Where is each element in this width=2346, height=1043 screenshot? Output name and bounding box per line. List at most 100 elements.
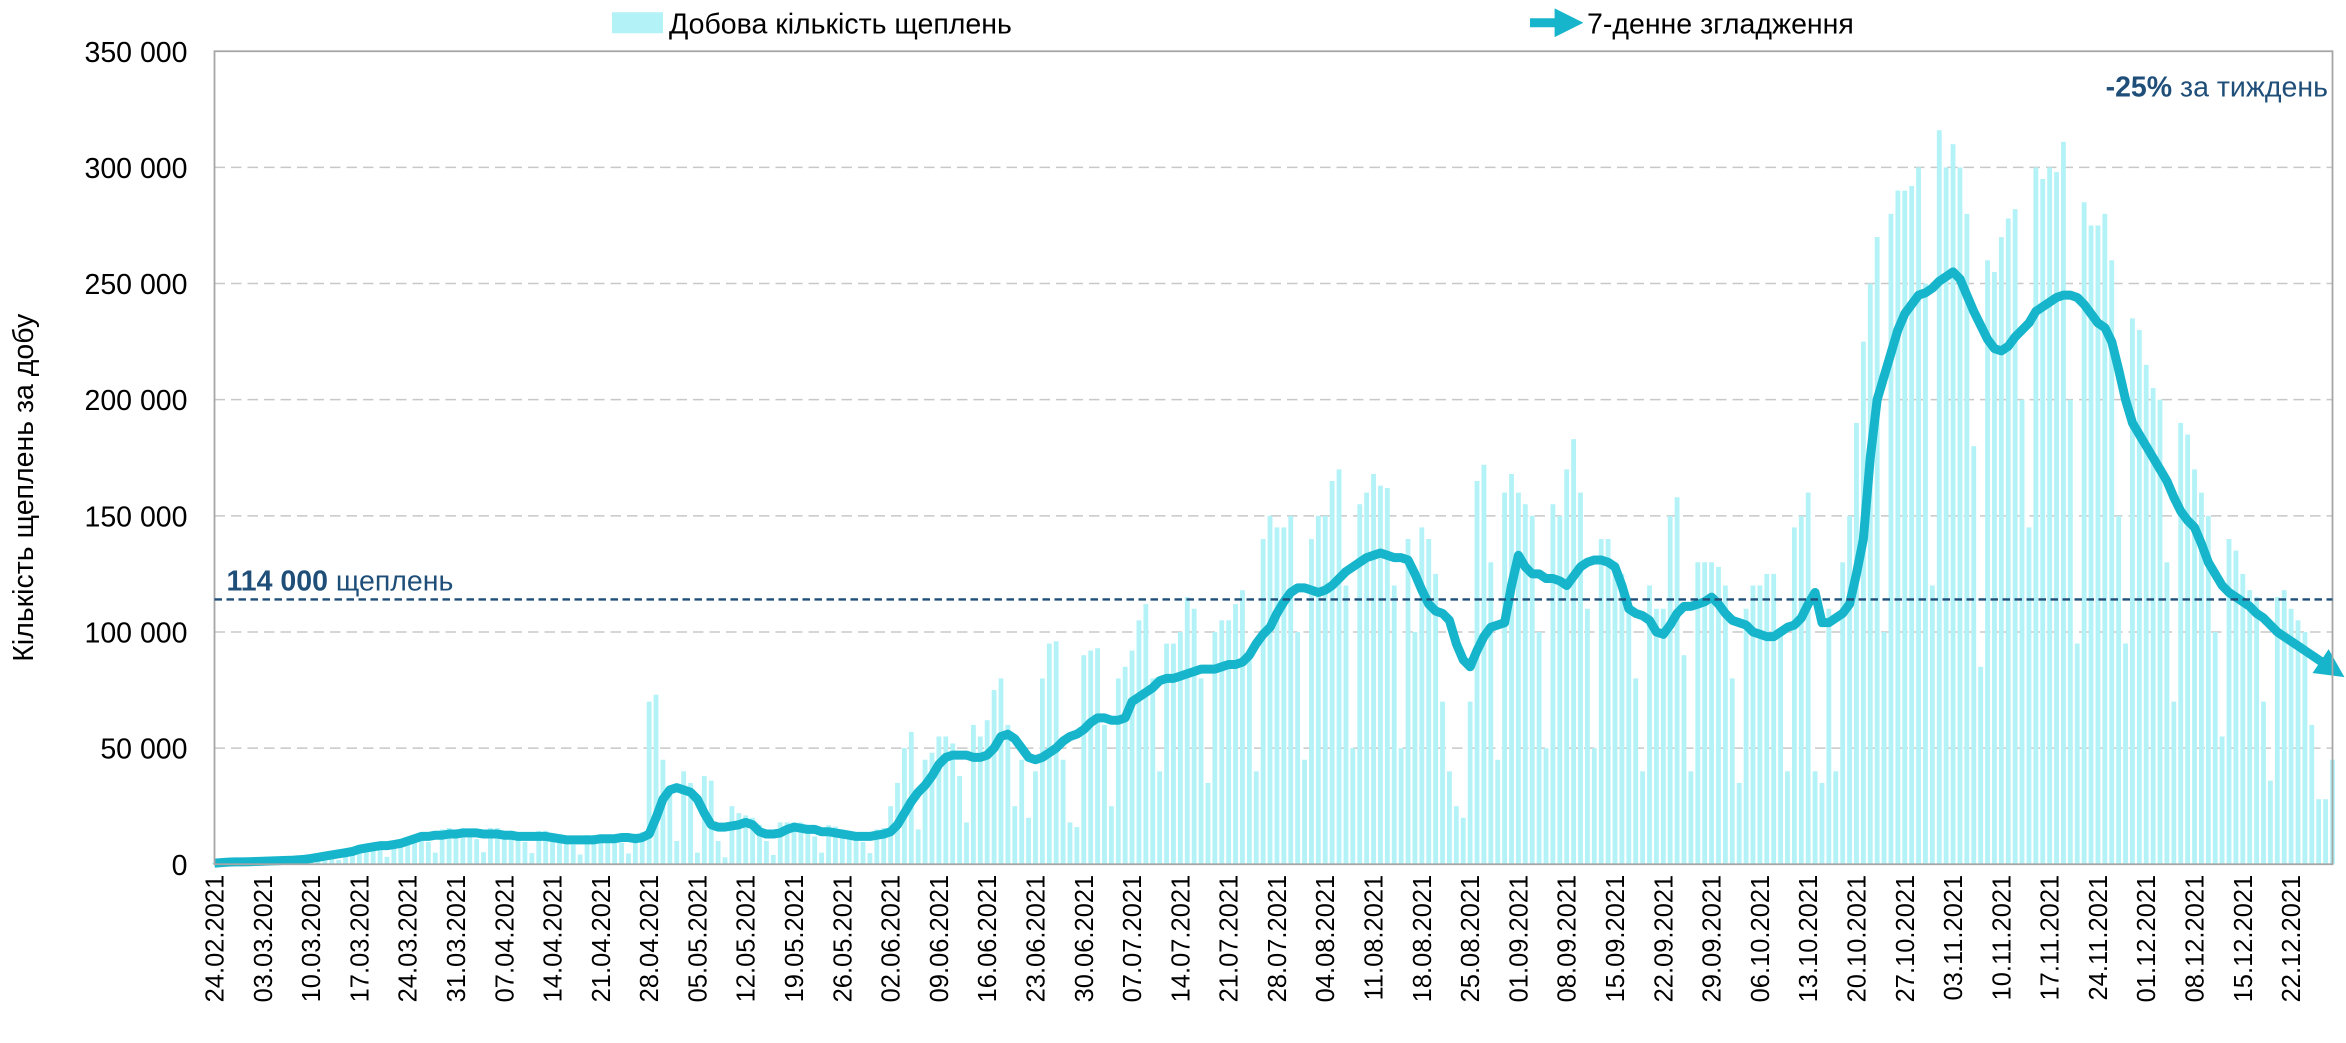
bar bbox=[1909, 185, 1915, 865]
bar bbox=[1522, 504, 1528, 865]
bar bbox=[1812, 771, 1818, 865]
bar bbox=[2150, 388, 2156, 865]
bar bbox=[577, 854, 583, 865]
bar bbox=[729, 806, 735, 865]
bar bbox=[653, 694, 659, 865]
bar bbox=[977, 736, 983, 865]
bar bbox=[1426, 539, 1432, 865]
x-tick-label: 13.10.2021 bbox=[1795, 875, 1823, 1003]
annotation-text: за тиждень bbox=[2180, 71, 2328, 103]
bar bbox=[1419, 527, 1425, 865]
x-tick-label: 07.07.2021 bbox=[1119, 875, 1147, 1003]
bar bbox=[543, 830, 549, 865]
bar bbox=[1771, 573, 1777, 865]
bar bbox=[570, 844, 576, 865]
bar bbox=[391, 840, 397, 865]
bar bbox=[536, 830, 542, 865]
bar bbox=[964, 822, 969, 865]
x-tick-label: 22.09.2021 bbox=[1650, 875, 1678, 1003]
bar bbox=[1743, 608, 1749, 865]
bar bbox=[715, 841, 721, 865]
bar bbox=[2268, 780, 2273, 865]
bar bbox=[1412, 631, 1418, 865]
bar bbox=[2005, 218, 2011, 865]
bar bbox=[515, 833, 521, 865]
bar bbox=[1129, 650, 1135, 865]
y-tick-label: 300 000 bbox=[84, 153, 187, 185]
bar bbox=[1460, 817, 1466, 865]
bar bbox=[950, 743, 956, 865]
bar bbox=[2136, 329, 2142, 865]
bar bbox=[957, 775, 962, 865]
bar bbox=[494, 828, 500, 865]
bar bbox=[467, 829, 473, 865]
bar bbox=[1923, 283, 1928, 865]
bar bbox=[2199, 492, 2204, 865]
bar bbox=[867, 853, 873, 865]
bar bbox=[1709, 562, 1714, 865]
bar bbox=[1274, 527, 1280, 865]
bar bbox=[970, 724, 976, 865]
x-tick-label: 21.04.2021 bbox=[588, 875, 616, 1003]
x-tick-label: 03.03.2021 bbox=[250, 875, 278, 1003]
x-tick-label: 14.04.2021 bbox=[540, 875, 568, 1003]
bar bbox=[1019, 759, 1025, 865]
bar bbox=[1985, 260, 1990, 865]
bar bbox=[1902, 190, 1908, 865]
bar bbox=[1033, 771, 1038, 865]
bar bbox=[1688, 771, 1694, 865]
bar bbox=[1122, 666, 1128, 865]
x-tick-label: 02.06.2021 bbox=[878, 875, 906, 1003]
bar bbox=[1171, 643, 1176, 865]
bar bbox=[1840, 562, 1846, 865]
bar bbox=[2254, 597, 2260, 865]
bar bbox=[1095, 648, 1100, 865]
x-tick-label: 23.06.2021 bbox=[1022, 875, 1050, 1003]
bar bbox=[2033, 167, 2039, 865]
bar bbox=[419, 833, 424, 865]
bar bbox=[2192, 469, 2197, 865]
bar bbox=[1722, 585, 1728, 865]
bar bbox=[1557, 515, 1563, 865]
bar bbox=[2226, 539, 2232, 865]
x-tick-label: 24.11.2021 bbox=[2085, 875, 2113, 1001]
bar bbox=[350, 848, 355, 865]
bar bbox=[839, 829, 845, 865]
bar bbox=[405, 837, 411, 865]
bar bbox=[757, 824, 762, 865]
bar bbox=[1398, 748, 1404, 865]
bar bbox=[2178, 422, 2184, 865]
annotation: -25% за тиждень bbox=[2106, 71, 2328, 103]
x-tick-label: 26.05.2021 bbox=[829, 875, 857, 1003]
bar bbox=[826, 825, 831, 865]
bar bbox=[722, 857, 728, 865]
x-tick-label: 17.03.2021 bbox=[346, 875, 374, 1003]
bar bbox=[2054, 172, 2059, 865]
bar bbox=[1847, 515, 1852, 865]
bar bbox=[1867, 283, 1873, 865]
bar bbox=[646, 701, 652, 865]
bar bbox=[1433, 573, 1439, 865]
bar bbox=[1378, 485, 1383, 865]
bar bbox=[2012, 209, 2018, 865]
x-tick-label: 01.12.2021 bbox=[2133, 875, 2161, 1003]
bar bbox=[1626, 597, 1632, 865]
bar bbox=[1860, 341, 1866, 865]
bar bbox=[1495, 759, 1501, 865]
bar bbox=[846, 830, 852, 865]
x-tick-label: 20.10.2021 bbox=[1843, 875, 1871, 1003]
bar bbox=[784, 822, 790, 865]
bar bbox=[557, 834, 562, 865]
bar bbox=[2157, 399, 2163, 865]
bar bbox=[1978, 666, 1984, 865]
bar bbox=[626, 853, 631, 865]
bar bbox=[2040, 179, 2046, 865]
bar bbox=[1074, 827, 1080, 865]
bar bbox=[1936, 130, 1942, 865]
x-tick-label: 16.06.2021 bbox=[974, 875, 1002, 1003]
bar bbox=[1791, 527, 1797, 865]
bar bbox=[446, 828, 452, 865]
bar bbox=[929, 752, 935, 865]
bar bbox=[1750, 585, 1756, 865]
x-tick-label: 18.08.2021 bbox=[1409, 875, 1437, 1003]
